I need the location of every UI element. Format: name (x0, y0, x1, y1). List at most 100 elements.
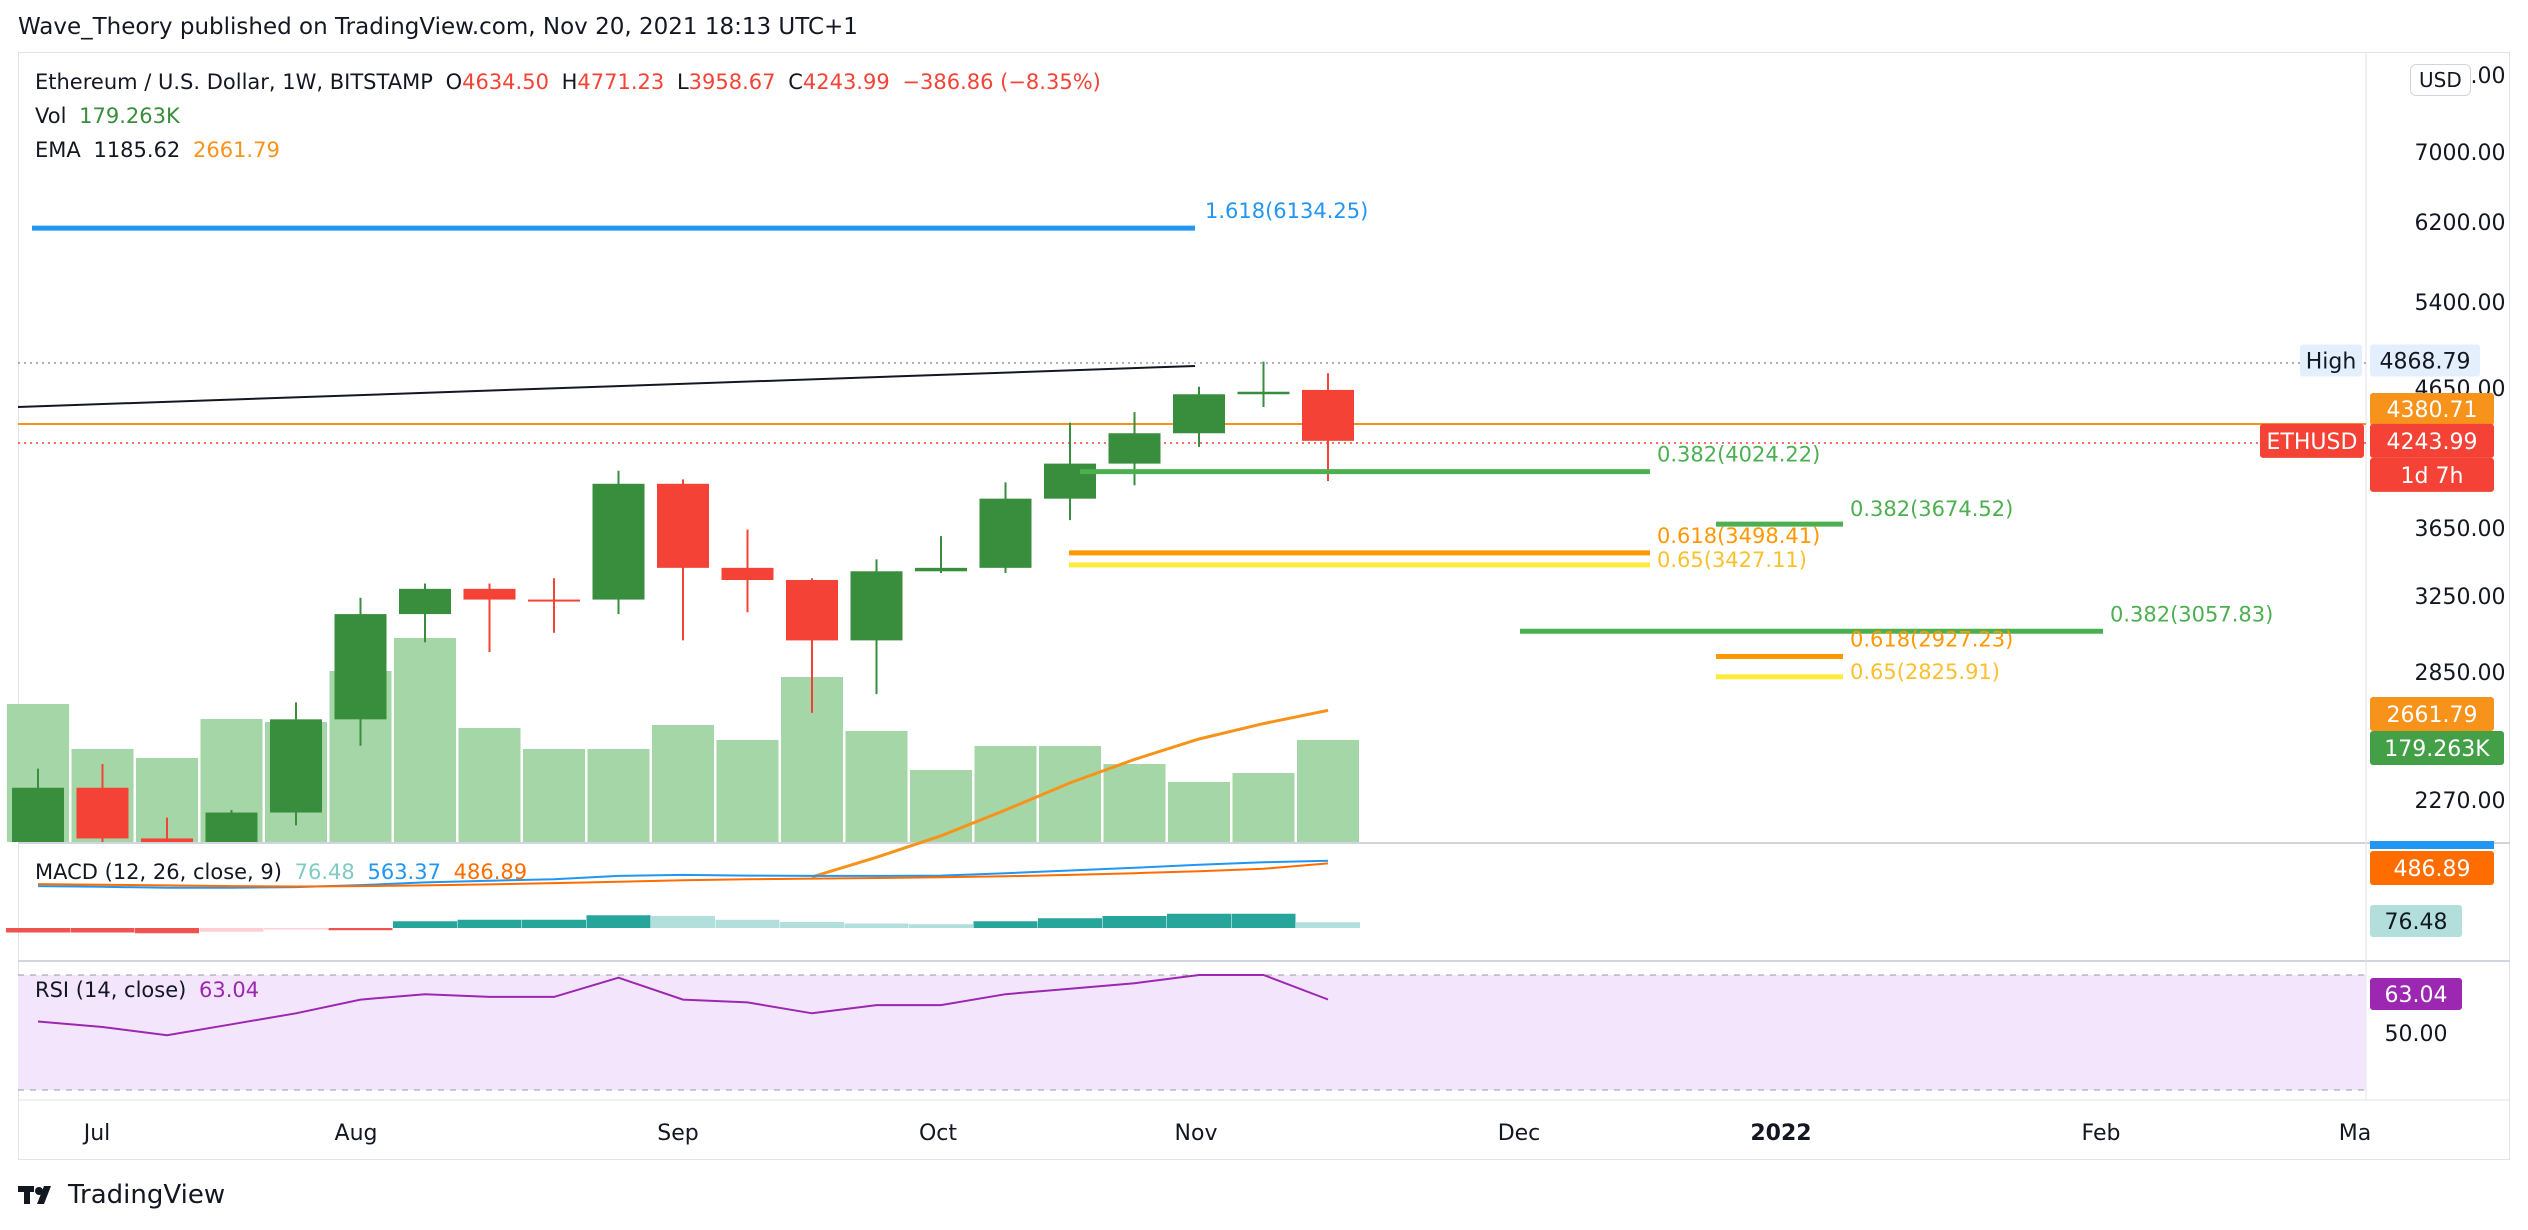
tradingview-logo-text: TradingView (68, 1180, 226, 1210)
rsi-value: 63.04 (199, 978, 260, 1002)
fib-label: 0.65(2825.91) (1850, 660, 2000, 684)
ema-line-group (811, 708, 1329, 879)
time-label: Feb (2082, 1121, 2121, 1146)
volume-label[interactable]: Vol (35, 104, 67, 128)
volume-bar (1039, 746, 1101, 842)
macd-histogram-bar (393, 921, 457, 928)
candle-body (592, 483, 645, 600)
chart-canvas[interactable]: 1.618(6134.25) 0.382(4024.22) 0.382(3674.5… (0, 0, 2528, 1170)
symbol-title[interactable]: Ethereum / U.S. Dollar, 1W, BITSTAMP (35, 70, 433, 94)
volume-bar (587, 749, 650, 842)
macd-histogram-bar (586, 915, 651, 928)
candle-body (721, 567, 774, 580)
time-label: Sep (657, 1121, 698, 1146)
price-tick-label: 3650.00 (2415, 517, 2506, 542)
volume-bar (845, 731, 908, 842)
volume-bars (7, 638, 1359, 842)
main-legend: Ethereum / U.S. Dollar, 1W, BITSTAMP O46… (35, 70, 1107, 94)
countdown-tag: 1d 7h (2401, 464, 2464, 489)
macd-label[interactable]: MACD (12, 26, close, 9) (35, 860, 282, 884)
candle-body (334, 614, 387, 720)
rsi-line (37, 974, 1329, 1037)
macd-histogram-bar (1167, 913, 1231, 928)
ema2-price-tag-bg (2370, 697, 2494, 731)
time-label: 2022 (1750, 1121, 1811, 1146)
macd-histogram-bar (199, 928, 264, 932)
volume-bar (910, 770, 972, 842)
macd-hist-tag-bg (2370, 905, 2462, 937)
time-label: Ma (2339, 1121, 2371, 1146)
high-label: H (561, 70, 578, 94)
volume-value: 179.263K (79, 104, 180, 128)
fib-label: 0.382(4024.22) (1657, 443, 1820, 467)
volume-bar (1297, 740, 1359, 842)
macd-histogram-bar (1296, 922, 1360, 928)
candle-body (399, 588, 451, 615)
macd-pane (6, 859, 1360, 934)
change-value: −386.86 (−8.35%) (902, 70, 1101, 94)
low-label: L (676, 70, 689, 94)
candle-body (1302, 389, 1354, 441)
price-tick-label: 2850.00 (2415, 661, 2506, 686)
fib-label: 0.382(3057.83) (2110, 602, 2273, 626)
chart-frame[interactable] (18, 52, 2510, 1160)
fib-label: 0.618(3498.41) (1657, 524, 1820, 548)
macd-histogram-bar (264, 928, 328, 930)
volume-bar (1168, 782, 1230, 842)
ema-value-1: 1185.62 (93, 138, 181, 162)
volume-bar (974, 746, 1037, 842)
symbol-tag-bg (2260, 423, 2364, 458)
volume-bar (523, 749, 585, 842)
macd-line-value: 563.37 (367, 860, 441, 884)
low-value: 3958.67 (688, 70, 776, 94)
volume-tag-bg (2370, 731, 2504, 765)
open-value: 4634.50 (462, 70, 549, 94)
candle-body (463, 588, 516, 600)
high-value: 4771.23 (577, 70, 665, 94)
price-axis: 8000.007000.006200.005400.004650.003650.… (2260, 64, 2505, 1047)
candle-body (528, 599, 580, 602)
currency-badge[interactable]: USD (2410, 64, 2471, 96)
trendline[interactable] (17, 365, 1196, 408)
ema-line (811, 708, 1329, 879)
macd-signal-value: 486.89 (453, 860, 528, 884)
time-label: Dec (1498, 1121, 1541, 1146)
candle-body (12, 787, 64, 842)
rsi-legend: RSI (14, close) 63.04 (35, 978, 265, 1002)
rsi-tag: 63.04 (2385, 983, 2448, 1008)
macd-histogram-bar (135, 928, 199, 934)
macd-signal-tag-bg (2370, 851, 2494, 885)
last-price-tag-bg (2370, 423, 2494, 458)
macd-histogram-bar (715, 919, 780, 928)
rsi-tag-bg (2370, 978, 2462, 1010)
macd-histogram-bar (457, 919, 522, 928)
rsi-band (18, 975, 2366, 1090)
ema-label[interactable]: EMA (35, 138, 81, 162)
high-value-tag: 4868.79 (2380, 350, 2471, 375)
macd-histogram-bar (1231, 913, 1296, 928)
macd-line (37, 859, 1329, 889)
candle-body (76, 787, 129, 839)
macd-histogram-bar (844, 923, 909, 928)
price-tick-label: 7000.00 (2415, 141, 2506, 166)
rsi-label[interactable]: RSI (14, close) (35, 978, 187, 1002)
tradingview-logo[interactable]: TradingView (18, 1180, 225, 1210)
macd-histogram-bar (328, 928, 393, 931)
macd-histogram-bar (780, 922, 844, 928)
candle-body (786, 579, 838, 641)
candle-body (850, 571, 903, 641)
macd-histogram-bar (1102, 916, 1167, 928)
macd-histogram-bar (6, 928, 70, 933)
candle-body (657, 483, 709, 568)
price-tick-label: 3250.00 (2415, 585, 2506, 610)
ema-legend: EMA 1185.62 2661.79 (35, 138, 286, 162)
macd-hist-value: 76.48 (294, 860, 355, 884)
macd-histogram-bar (522, 919, 586, 928)
close-label: C (788, 70, 803, 94)
candle-body (141, 838, 193, 842)
fib-label: 0.382(3674.52) (1850, 497, 2013, 521)
publish-info: Wave_Theory published on TradingView.com… (18, 14, 858, 40)
time-axis: Jul Aug Sep Oct Nov Dec 2022 Feb Ma (82, 1121, 2372, 1146)
price-tick-label: 6200.00 (2415, 211, 2506, 236)
countdown-tag-bg (2370, 457, 2494, 492)
